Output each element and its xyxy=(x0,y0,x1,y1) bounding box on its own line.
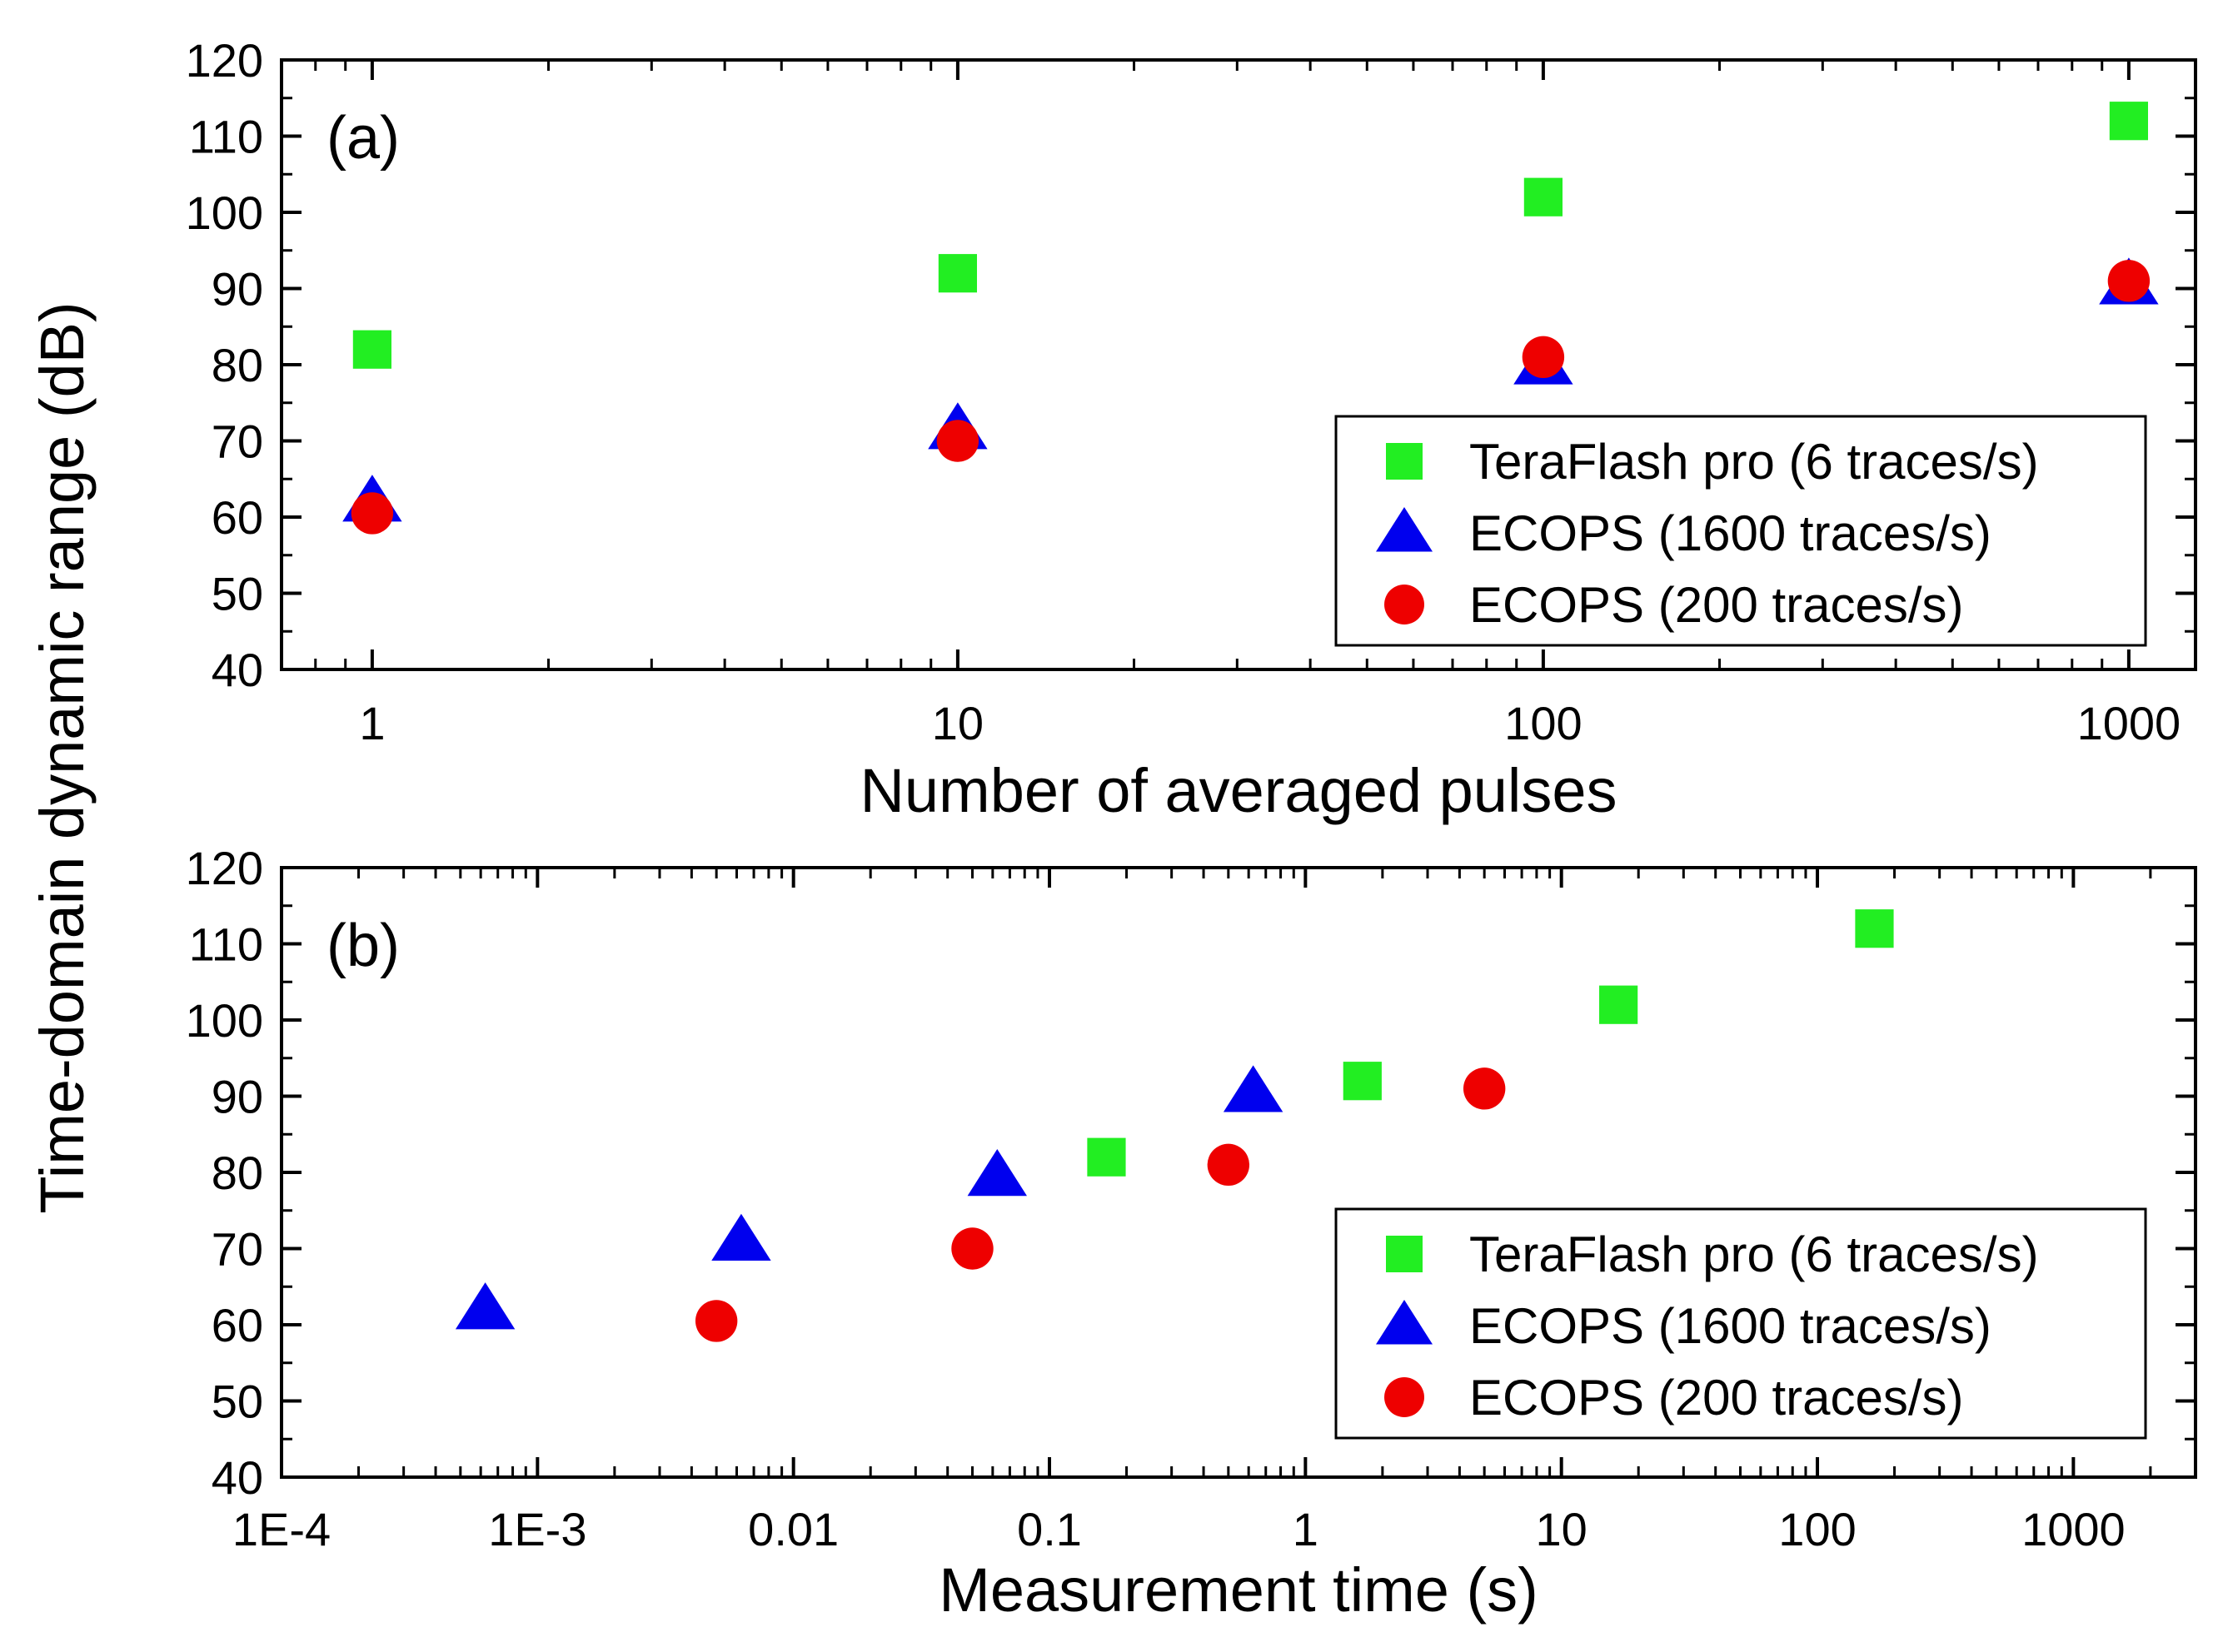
panel-b-legend-marker-square xyxy=(1386,1236,1423,1272)
panel-b-point-triangle xyxy=(967,1149,1027,1197)
panel-b-x-axis-title: Measurement time (s) xyxy=(939,1555,1538,1625)
panel-b-point-circle xyxy=(695,1300,738,1342)
panel-a-y-tick-label: 100 xyxy=(186,187,263,239)
panel-b-point-square xyxy=(1343,1062,1382,1101)
panel-b-point-triangle xyxy=(455,1282,516,1330)
panel-a-point-circle xyxy=(936,420,979,462)
panel-b-legend: TeraFlash pro (6 traces/s) ECOPS (1600 tr… xyxy=(1334,1207,2147,1440)
panel-a-legend-box xyxy=(1334,415,2147,647)
panel-a-point-square xyxy=(938,254,977,293)
panel-b-y-tick-label: 50 xyxy=(212,1376,263,1428)
panel-b-legend-label: ECOPS (200 traces/s) xyxy=(1469,1370,1964,1426)
panel-a-point-circle xyxy=(2107,260,2151,302)
panel-a-x-tick-label: 1 xyxy=(359,697,385,749)
panel-b-point-circle xyxy=(951,1227,994,1270)
panel-b-x-tick-label: 0.1 xyxy=(1017,1503,1082,1555)
panel-a-point-square xyxy=(352,330,391,369)
panel-b-y-tick-label: 110 xyxy=(189,918,263,971)
panel-a-y-tick-label: 70 xyxy=(212,415,263,468)
panel-b-point-square xyxy=(1599,985,1638,1024)
panel-b-point-circle xyxy=(1207,1143,1250,1187)
panel-b-x-tick-label: 0.01 xyxy=(748,1503,839,1555)
panel-a-legend-marker-circle xyxy=(1384,585,1424,624)
panel-a-legend: TeraFlash pro (6 traces/s) ECOPS (1600 tr… xyxy=(1334,415,2147,647)
panel-a-point-square xyxy=(2109,102,2148,141)
panel-b-x-tick-label: 1000 xyxy=(2021,1503,2126,1555)
panel-a-x-tick-label: 100 xyxy=(1504,697,1582,749)
panel-a-legend-label: TeraFlash pro (6 traces/s) xyxy=(1469,434,2039,490)
panel-b-y-tick-label: 100 xyxy=(186,994,263,1047)
panel-b-x-tick-label: 10 xyxy=(1536,1503,1587,1555)
panel-a-point-circle xyxy=(1522,336,1565,379)
panel-a-point-square xyxy=(1523,177,1563,216)
panel-b-legend-marker-circle xyxy=(1384,1377,1424,1417)
panel-b-label: (b) xyxy=(326,913,400,979)
panel-b-legend-box xyxy=(1334,1207,2147,1440)
y-axis-title: Time-domain dynamic range (dB) xyxy=(27,301,97,1213)
panel-b-y-tick-label: 70 xyxy=(212,1223,263,1276)
panel-a-legend-marker-triangle xyxy=(1376,507,1433,552)
panel-b-x-tick-label: 1E-4 xyxy=(232,1503,331,1555)
panel-a-x-tick-label: 1000 xyxy=(2077,697,2181,749)
panel-b-y-tick-label: 40 xyxy=(212,1451,263,1504)
panel-b-y-tick-label: 90 xyxy=(212,1071,263,1123)
panel-a-x-axis-title: Number of averaged pulses xyxy=(860,756,1617,825)
panel-b-x-tick-label: 100 xyxy=(1778,1503,1856,1555)
panel-a-y-tick-label: 50 xyxy=(212,568,263,620)
panel-b-point-triangle xyxy=(711,1213,771,1261)
panel-a-y-tick-label: 110 xyxy=(189,111,263,163)
panel-b-point-square xyxy=(1087,1137,1126,1177)
panel-b-y-tick-label: 60 xyxy=(212,1299,263,1351)
panel-a-legend-label: ECOPS (200 traces/s) xyxy=(1469,577,1964,633)
panel-a-y-tick-label: 40 xyxy=(212,644,263,696)
panel-b-y-tick-label: 120 xyxy=(186,842,263,894)
panel-a-x-tick-label: 10 xyxy=(932,697,984,749)
panel-b-y-tick-label: 80 xyxy=(212,1147,263,1199)
panel-b-legend-label: ECOPS (1600 traces/s) xyxy=(1469,1298,1991,1354)
panel-a-y-tick-label: 90 xyxy=(212,263,263,316)
panel-a-y-tick-label: 80 xyxy=(212,339,263,391)
panel-b-point-circle xyxy=(1463,1067,1506,1110)
panel-a-point-circle xyxy=(351,492,394,535)
panel-b-point-triangle xyxy=(1223,1065,1283,1112)
panel-b-legend-marker-triangle xyxy=(1376,1300,1433,1345)
panel-b-x-tick-label: 1E-3 xyxy=(488,1503,586,1555)
panel-a-y-tick-label: 60 xyxy=(212,491,263,544)
panel-a-legend-marker-square xyxy=(1386,443,1423,480)
panel-b-point-square xyxy=(1855,909,1894,948)
panel-b-x-tick-label: 1 xyxy=(1293,1503,1318,1555)
panel-b-legend-label: TeraFlash pro (6 traces/s) xyxy=(1469,1227,2039,1282)
panel-a-label: (a) xyxy=(326,105,400,172)
panel-a-y-tick-label: 120 xyxy=(186,34,263,87)
panel-a-legend-label: ECOPS (1600 traces/s) xyxy=(1469,505,1991,561)
